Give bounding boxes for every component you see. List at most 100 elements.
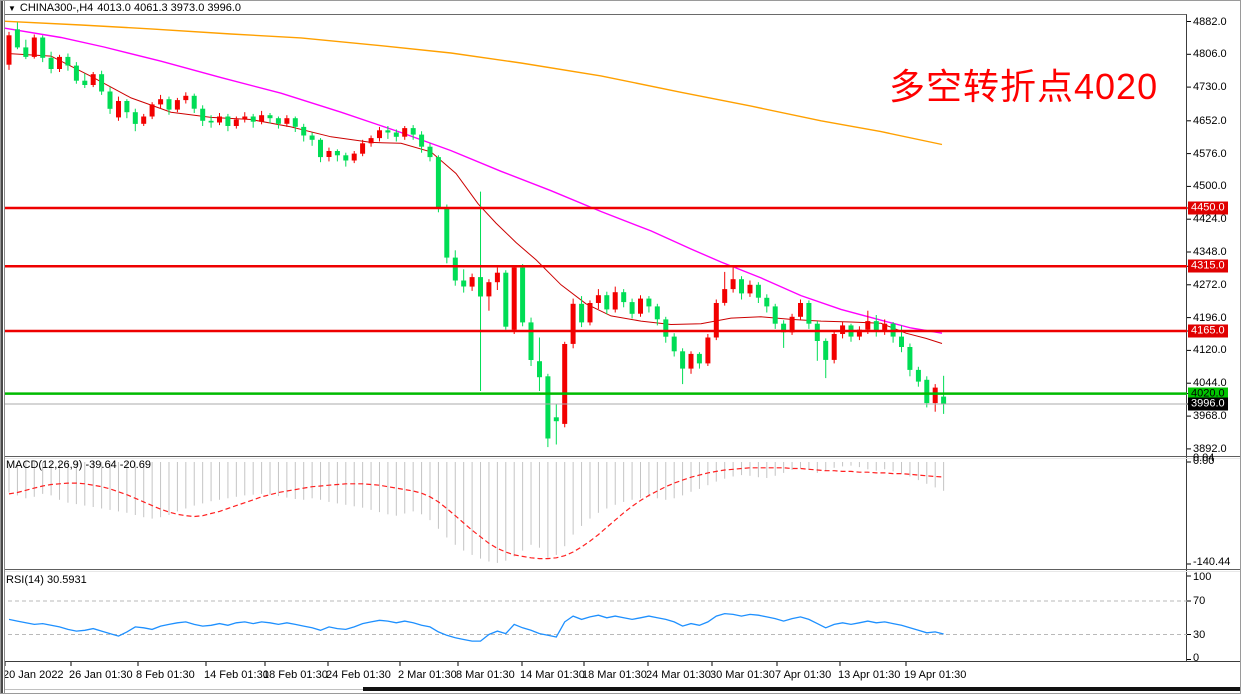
candle-body [730,279,736,290]
candle-body [595,295,601,303]
candle-body [831,334,837,360]
time-axis-label: 19 Apr 01:30 [904,669,967,681]
candle-body [360,143,366,154]
candle-body [292,118,298,127]
candle-body [671,336,677,352]
candle-body [696,353,702,364]
candle-body [537,361,542,378]
time-axis-label: 18 Mar 01:30 [582,669,647,681]
time-axis-label: 14 Mar 01:30 [520,669,585,681]
candle-body [267,115,273,119]
price-level-badge: 4450.0 [1188,201,1228,215]
chart-symbol-timeframe: CHINA300-,H4 [19,2,94,14]
candle-body [200,108,206,121]
candle-body [250,116,256,122]
candle-body [840,325,846,334]
scrollbar-thumb[interactable] [363,687,1241,691]
candle-body [503,272,509,327]
candle-body [284,118,290,124]
macd-label: MACD(12,26,9) -39.64 -20.69 [6,459,151,471]
candle-body [242,116,248,120]
candle-body [208,120,214,123]
candle-body [688,353,694,369]
ma-mid-line [1,26,943,334]
candle-body [225,116,231,126]
candle-body [141,116,147,124]
candle-body [823,340,829,360]
candle-body [183,95,189,101]
candle-body [410,128,416,135]
candle-body [65,56,71,66]
price-axis-label: 4576.0 [1193,147,1227,160]
time-axis[interactable]: 20 Jan 2022 26 Jan 01:30 8 Feb 01:30 14 Feb… [1,669,1187,685]
candle-body [772,306,778,324]
annotation-text[interactable]: 多空转折点4020 [889,66,1159,107]
candle-body [73,65,79,81]
macd-axis-top-label-overlap: 0.00 [1193,455,1215,467]
candle-body [217,116,222,123]
candle-body [275,118,281,124]
candle-body [402,128,408,137]
price-axis-label: 4882.0 [1193,15,1227,28]
time-axis-label: 2 Mar 01:30 [398,669,457,681]
price-axis-label: 3968.0 [1193,410,1227,423]
candle-body [444,207,450,258]
time-axis-label: 26 Jan 01:30 [69,669,133,681]
candle-body [174,100,180,110]
price-axis-label: 4196.0 [1193,311,1227,324]
candle-body [40,37,46,58]
candle-body [377,130,382,139]
candle-body [368,138,374,144]
candle-body [318,139,323,158]
candle-body [570,303,576,344]
candle-body [781,323,787,333]
candle-body [806,303,812,324]
candle-body [57,56,62,69]
macd-main-value: -39.64 [85,459,117,471]
macd-axis-bottom-label: -140.44 [1193,556,1231,568]
candle-body [469,277,475,287]
candle-body [562,344,568,424]
macd-name: MACD(12,26,9) [6,459,83,471]
candle-body [6,35,12,65]
candle-body [612,292,618,310]
candle-body [82,80,88,85]
chart-title-bar[interactable]: ▼ CHINA300-,H4 4013.0 4061.3 3973.0 3996… [8,2,241,14]
price-axis-label: 3892.0 [1193,442,1227,455]
candle-body [326,151,332,157]
macd-signal-value: -20.69 [119,459,151,471]
symbol-dropdown-icon[interactable]: ▼ [8,3,16,13]
rsi-axis-100: 100 [1193,571,1212,583]
candle-body [309,135,315,140]
rsi-line [8,612,944,642]
candle-body [873,321,879,331]
price-axis-label: 4120.0 [1193,344,1227,357]
candle-body [629,302,635,314]
candle-body [494,272,500,283]
candle-body [915,369,921,382]
candle-body [924,379,930,404]
time-axis-label: 8 Mar 01:30 [456,669,515,681]
candle-body [705,337,711,364]
rsi-axis-70: 70 [1193,595,1206,607]
candle-body [654,306,660,320]
candle-body [461,280,467,287]
price-axis-label: 4730.0 [1193,81,1227,94]
price-axis-label: 4272.0 [1193,278,1227,291]
candle-body [520,267,526,323]
candle-body [149,104,155,117]
ma-fast-line [6,53,943,344]
candle-body [882,323,888,331]
time-axis-label: 8 Feb 01:30 [136,669,195,681]
price-axis-label: 4348.0 [1193,246,1227,258]
price-level-badge: 4020.0 [1188,387,1228,401]
price-axis-label: 4500.0 [1193,180,1227,193]
time-axis-label: 13 Apr 01:30 [838,669,901,681]
price-level-badge: 3996.0 [1188,397,1228,411]
candle-body [166,99,172,110]
rsi-axis-0: 0 [1193,652,1200,664]
candle-body [343,155,349,161]
candle-body [351,153,357,161]
candle-body [553,417,559,422]
